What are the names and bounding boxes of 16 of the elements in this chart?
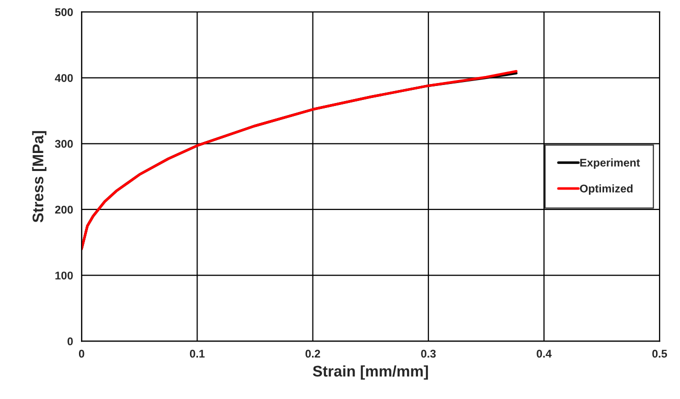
x-tick-label: 0.5 [652, 350, 668, 358]
y-axis-title: Stress [MPa] [32, 131, 46, 222]
x-tick-label: 0.2 [306, 350, 320, 358]
y-tick-label: 300 [54, 140, 73, 148]
x-axis-title: Strain [mm/mm] [312, 365, 428, 380]
x-tick-label: 0 [78, 350, 84, 358]
x-tick-label: 0.1 [190, 350, 205, 358]
legend-label: Optimized [580, 184, 633, 195]
legend-label: Experiment [580, 158, 640, 169]
y-tick-label: 400 [54, 74, 73, 82]
y-tick-label: 500 [55, 8, 73, 16]
x-tick-label: 0.3 [421, 350, 436, 358]
y-tick-label: 200 [55, 206, 73, 214]
y-tick-label: 0 [68, 337, 73, 346]
x-tick-label: 0.4 [536, 350, 552, 358]
y-tick-label: 100 [55, 272, 73, 280]
